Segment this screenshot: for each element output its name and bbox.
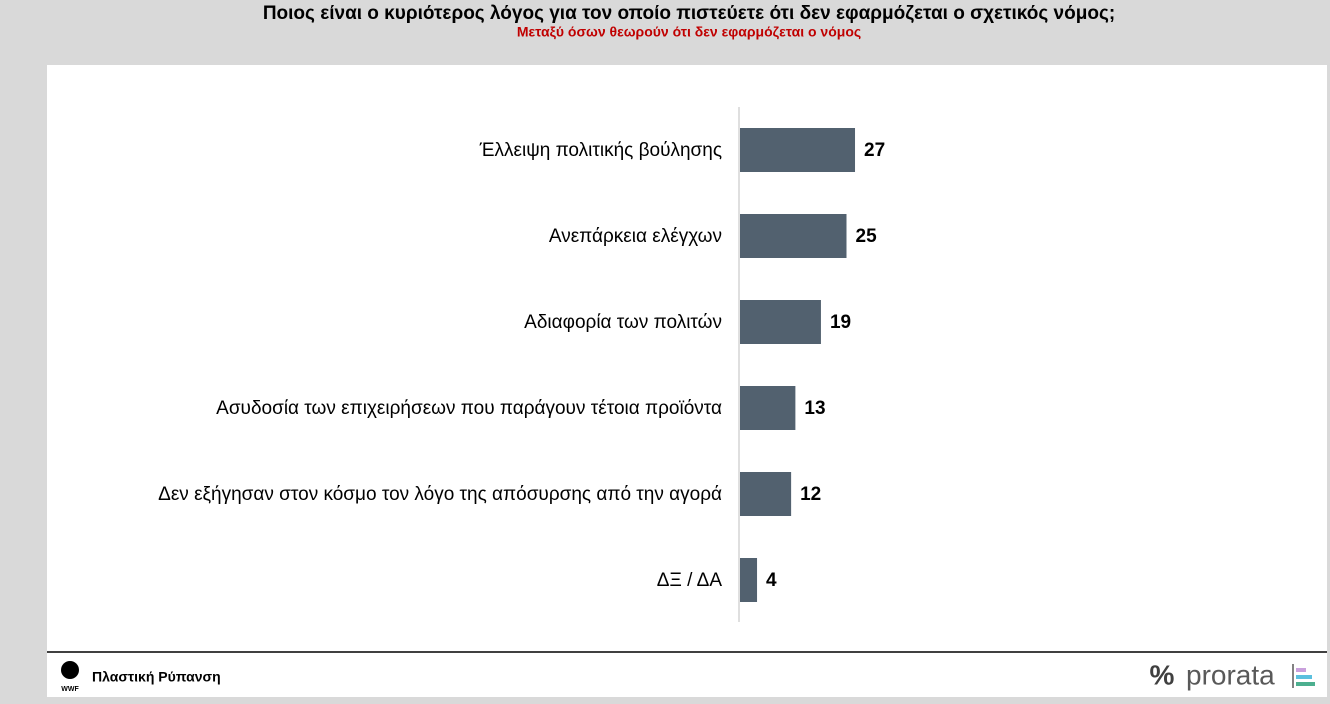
bar <box>740 386 796 430</box>
value-label: 13 <box>804 398 825 419</box>
chart-title: Ποιος είναι ο κυριότερος λόγος για τον ο… <box>263 3 1115 24</box>
value-label: 25 <box>856 226 878 247</box>
bar <box>740 472 792 516</box>
bar <box>740 214 847 258</box>
bar <box>740 558 758 602</box>
category-label: Δεν εξήγησαν στον κόσμο τον λόγο της από… <box>158 484 722 505</box>
footer-text: Πλαστική Ρύπανση <box>92 669 221 685</box>
chart-subtitle: Μεταξύ όσων θεωρούν ότι δεν εφαρμόζεται … <box>517 24 861 40</box>
bar <box>740 128 856 172</box>
value-label: 27 <box>864 140 885 161</box>
wwf-panda-icon <box>61 661 79 679</box>
category-label: Ανεπάρκεια ελέγχων <box>549 226 722 247</box>
value-label: 19 <box>830 312 851 333</box>
brand-bars <box>1292 664 1315 688</box>
category-label: Αδιαφορία των πολιτών <box>524 312 722 333</box>
wwf-logo-text: WWF <box>61 686 79 693</box>
brand-symbol: % <box>1150 659 1175 690</box>
value-label: 12 <box>800 484 821 505</box>
category-label: ΔΞ / ΔΑ <box>657 570 723 591</box>
value-label: 4 <box>766 570 777 591</box>
bar <box>740 300 821 344</box>
panel <box>47 65 1327 697</box>
category-label: Έλλειψη πολιτικής βούλησης <box>479 140 722 161</box>
category-label: Ασυδοσία των επιχειρήσεων που παράγουν τ… <box>216 398 722 419</box>
brand-name: prorata <box>1186 659 1275 690</box>
